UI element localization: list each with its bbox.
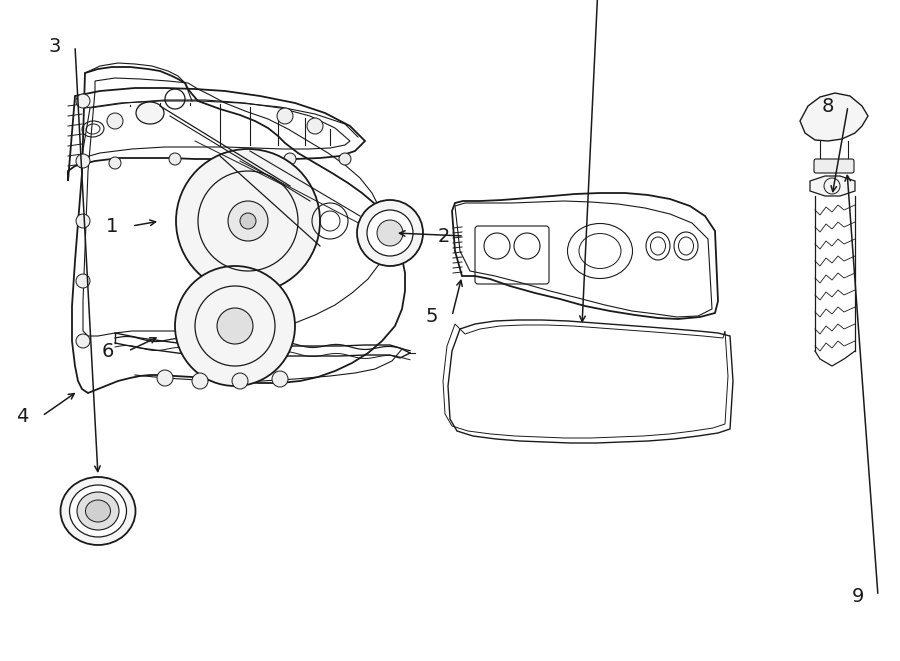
Circle shape <box>367 210 413 256</box>
Circle shape <box>240 213 256 229</box>
Text: 6: 6 <box>102 342 114 360</box>
Circle shape <box>169 153 181 165</box>
Text: 9: 9 <box>851 586 864 605</box>
Circle shape <box>229 153 241 165</box>
Ellipse shape <box>77 492 119 530</box>
Circle shape <box>175 266 295 386</box>
Circle shape <box>76 274 90 288</box>
Circle shape <box>284 153 296 165</box>
Circle shape <box>107 113 123 129</box>
Ellipse shape <box>86 500 111 522</box>
Circle shape <box>76 334 90 348</box>
Circle shape <box>357 200 423 266</box>
Circle shape <box>76 214 90 228</box>
Circle shape <box>228 201 268 241</box>
Text: 3: 3 <box>49 36 61 56</box>
Circle shape <box>217 308 253 344</box>
Circle shape <box>232 373 248 389</box>
Text: 5: 5 <box>426 307 438 325</box>
Circle shape <box>76 94 90 108</box>
Circle shape <box>339 153 351 165</box>
Text: 2: 2 <box>437 227 450 245</box>
Circle shape <box>192 373 208 389</box>
Circle shape <box>377 220 403 246</box>
Circle shape <box>109 157 121 169</box>
Circle shape <box>157 370 173 386</box>
Ellipse shape <box>60 477 136 545</box>
Text: 4: 4 <box>16 407 28 426</box>
Circle shape <box>176 149 320 293</box>
Circle shape <box>272 371 288 387</box>
Ellipse shape <box>136 102 164 124</box>
Circle shape <box>277 108 293 124</box>
FancyBboxPatch shape <box>814 159 854 173</box>
Polygon shape <box>810 176 855 196</box>
Circle shape <box>307 118 323 134</box>
PathPatch shape <box>800 93 868 141</box>
Circle shape <box>137 103 153 119</box>
Text: 1: 1 <box>106 217 118 235</box>
Ellipse shape <box>69 485 127 537</box>
Circle shape <box>76 154 90 168</box>
Text: 8: 8 <box>822 97 834 116</box>
